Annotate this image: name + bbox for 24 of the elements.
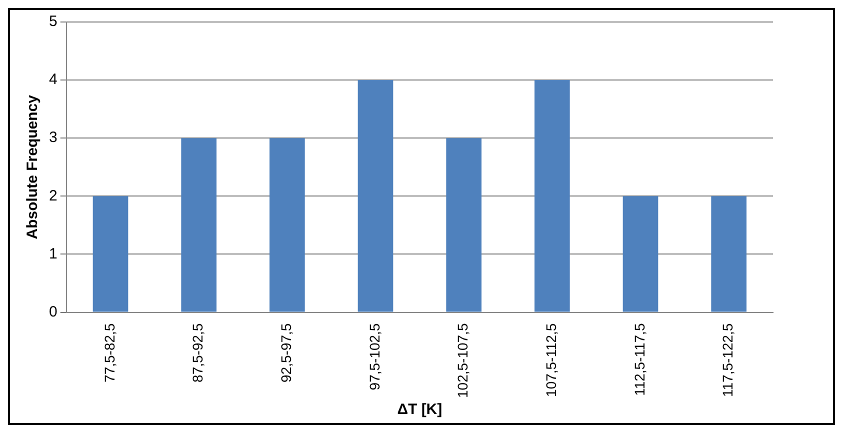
y-tick-label: 2	[49, 187, 58, 204]
x-tick-label: 97,5-102,5	[366, 323, 382, 390]
y-tick-label: 3	[49, 129, 58, 146]
x-tick-label: 92,5-97,5	[278, 323, 294, 382]
bar	[622, 196, 658, 312]
y-axis-title: Absolute Frequency	[24, 94, 42, 240]
bar	[270, 138, 305, 312]
bar	[711, 196, 746, 312]
bar	[534, 80, 570, 312]
bar	[181, 138, 217, 312]
x-tick-label: 77,5-82,5	[101, 323, 118, 382]
y-tick-label: 0	[49, 303, 58, 320]
y-tick-label: 1	[49, 245, 58, 262]
bar	[358, 80, 394, 312]
y-tick-label: 4	[49, 71, 58, 88]
x-tick-label: 102,5-107,5	[454, 323, 471, 398]
x-tick-label: 117,5-122,5	[720, 323, 736, 397]
bar	[92, 196, 128, 312]
y-tick-label: 5	[49, 13, 58, 30]
bar	[446, 138, 482, 312]
x-tick-label: 112,5-117,5	[631, 323, 648, 396]
x-tick-label: 87,5-92,5	[190, 323, 206, 382]
x-tick-label: 107,5-112,5	[543, 323, 560, 397]
x-axis-title: ΔT [K]	[397, 401, 442, 418]
